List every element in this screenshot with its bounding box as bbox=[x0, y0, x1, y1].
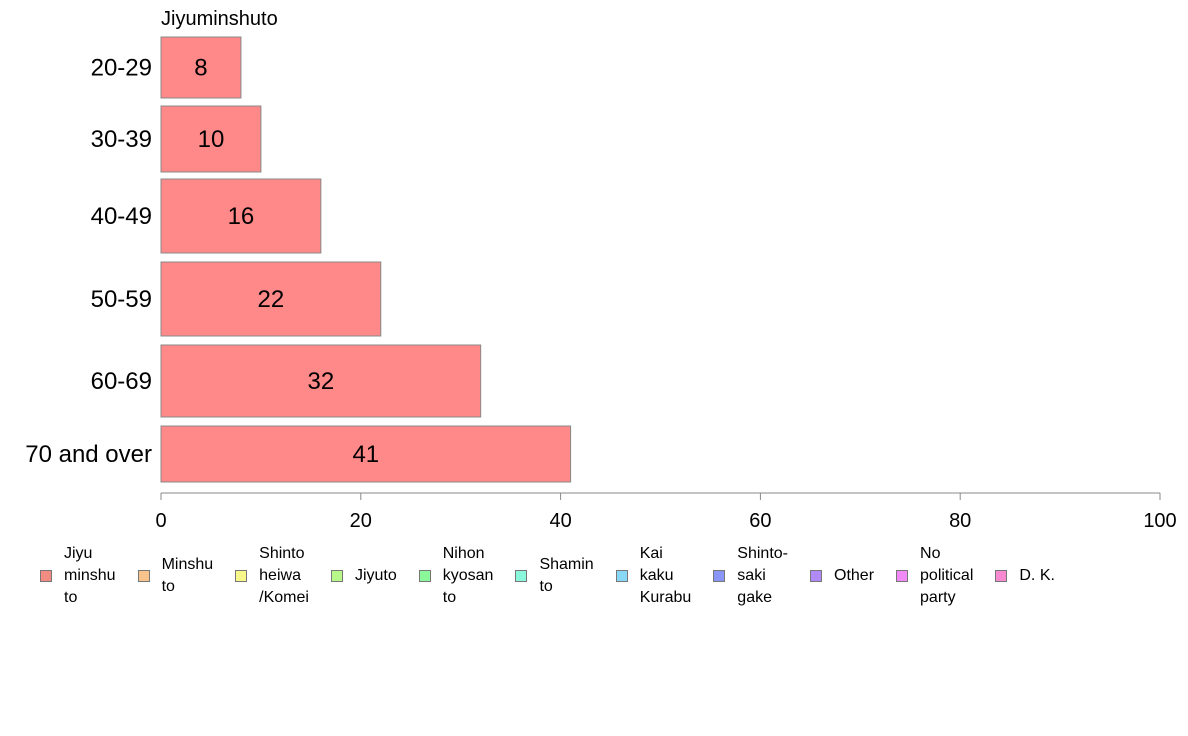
legend-label: Minshu to bbox=[161, 556, 214, 595]
legend-label: Kai kaku Kurabu bbox=[639, 545, 692, 606]
legend-item: Shinto heiwa /Komei bbox=[235, 543, 309, 609]
legend-item: Kai kaku Kurabu bbox=[615, 543, 692, 609]
bar-60-69 bbox=[160, 344, 482, 418]
legend-item: Minshu to bbox=[137, 554, 214, 598]
data-label: 32 bbox=[307, 368, 334, 395]
legend-item: Shamin to bbox=[515, 554, 594, 598]
bar-70-and-over bbox=[160, 425, 572, 483]
legend-item: Jiyuto bbox=[330, 565, 397, 587]
legend-swatch bbox=[137, 570, 150, 582]
bar-40-49 bbox=[160, 178, 322, 254]
bar-chart: Jiyuminshuto 20-29 8 30-39 10 40-49 16 50-59 22… bbox=[25, 8, 1177, 532]
x-tick-label: 100 bbox=[1143, 510, 1176, 532]
bars-group: 20-29 8 30-39 10 40-49 16 50-59 22 60-69 32 70 and… bbox=[25, 36, 572, 483]
legend-swatch bbox=[40, 570, 52, 582]
legend-swatch bbox=[713, 570, 726, 582]
legend-label: Nihon kyosan to bbox=[442, 545, 494, 606]
x-tick-label: 0 bbox=[155, 510, 166, 532]
x-tick-label: 80 bbox=[949, 510, 971, 532]
legend-swatch bbox=[615, 570, 628, 582]
data-label: 41 bbox=[352, 441, 379, 468]
legend-swatch bbox=[896, 570, 909, 582]
category-label: 70 and over bbox=[25, 441, 152, 468]
legend-label: Jiyu minshu to bbox=[64, 545, 116, 606]
legend-label: D. K. bbox=[1019, 567, 1055, 584]
chart-title: Jiyuminshuto bbox=[161, 8, 278, 30]
bar-20-29 bbox=[160, 36, 242, 99]
x-tick-label: 60 bbox=[749, 510, 771, 532]
legend-swatch bbox=[810, 570, 822, 582]
category-label: 60-69 bbox=[91, 368, 152, 395]
legend-swatch bbox=[235, 570, 248, 582]
legend-label: Jiyuto bbox=[354, 567, 397, 584]
legend-label: Shinto- saki gake bbox=[737, 545, 788, 606]
legend-item: No political party bbox=[896, 543, 973, 609]
data-label: 16 bbox=[228, 203, 255, 230]
bar-50-59 bbox=[160, 261, 382, 337]
data-label: 8 bbox=[194, 55, 207, 82]
legend-item: Jiyu minshu to bbox=[40, 543, 116, 609]
x-tick-label: 40 bbox=[549, 510, 571, 532]
legend-swatch bbox=[995, 570, 1008, 582]
legend-label: Shamin to bbox=[539, 556, 594, 595]
data-label: 10 bbox=[198, 126, 225, 153]
legend-item: D. K. bbox=[995, 565, 1055, 587]
legend-item: Nihon kyosan to bbox=[418, 543, 494, 609]
legend: Jiyu minshu to Minshu to Shinto heiwa /Kom… bbox=[40, 543, 1077, 609]
legend-label: No political party bbox=[920, 545, 974, 606]
legend-label: Other bbox=[834, 567, 875, 584]
legend-item: Other bbox=[810, 565, 874, 587]
x-tick-label: 20 bbox=[350, 510, 372, 532]
legend-label: Shinto heiwa /Komei bbox=[259, 545, 309, 606]
category-label: 40-49 bbox=[91, 203, 152, 230]
x-axis: 0 20 40 60 80 100 bbox=[155, 492, 1177, 532]
bar-30-39 bbox=[160, 105, 262, 173]
data-label: 22 bbox=[258, 286, 285, 313]
category-label: 30-39 bbox=[91, 126, 152, 153]
legend-item: Shinto- saki gake bbox=[713, 543, 788, 609]
legend-swatch bbox=[418, 570, 431, 582]
legend-swatch bbox=[515, 570, 528, 582]
category-label: 20-29 bbox=[91, 55, 152, 82]
category-label: 50-59 bbox=[91, 286, 152, 313]
legend-swatch bbox=[330, 570, 343, 582]
